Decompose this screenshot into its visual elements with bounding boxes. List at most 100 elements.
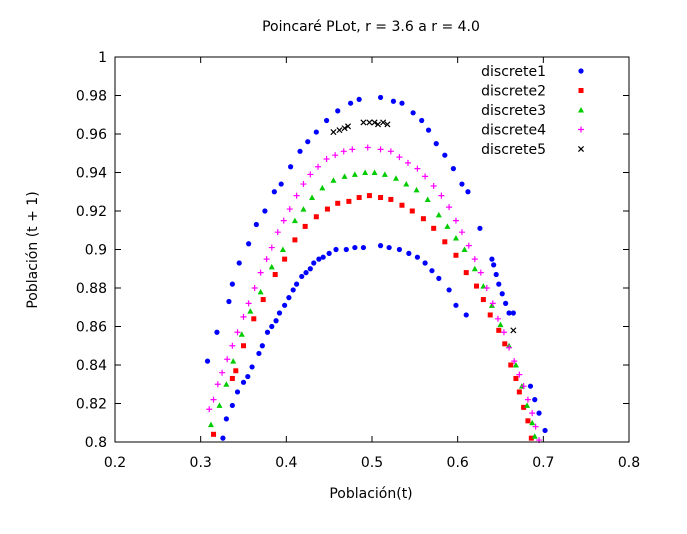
data-point-discrete1 — [450, 166, 456, 172]
data-point-discrete1 — [491, 262, 497, 268]
data-point-discrete1 — [527, 383, 534, 389]
data-point-discrete4 — [532, 423, 539, 430]
data-point-discrete5 — [510, 327, 517, 334]
data-point-discrete3 — [330, 177, 337, 183]
data-point-discrete1 — [410, 110, 416, 116]
data-point-discrete4 — [387, 148, 394, 155]
data-point-discrete2 — [241, 343, 246, 349]
data-point-discrete1 — [276, 310, 283, 316]
data-point-discrete4 — [245, 300, 252, 307]
y-tick-label: 0.94 — [76, 166, 107, 182]
data-point-discrete2 — [399, 202, 405, 208]
legend-label-discrete1: discrete1 — [481, 64, 546, 80]
data-point-discrete1 — [422, 260, 428, 266]
data-point-discrete3 — [230, 358, 237, 364]
data-point-discrete3 — [461, 246, 468, 252]
data-point-discrete5 — [384, 121, 391, 128]
legend-label-discrete2: discrete2 — [481, 84, 546, 100]
data-point-discrete1 — [269, 323, 275, 330]
data-point-discrete2 — [508, 362, 514, 368]
data-point-discrete1 — [303, 270, 309, 276]
legend-marker-discrete4 — [578, 126, 584, 133]
data-point-discrete1 — [246, 241, 252, 247]
data-point-discrete1 — [425, 127, 432, 133]
data-point-discrete2 — [302, 223, 308, 229]
data-point-discrete1 — [273, 318, 279, 324]
data-point-discrete4 — [206, 406, 213, 413]
data-point-discrete3 — [529, 419, 536, 426]
plot-frame — [114, 56, 630, 443]
data-point-discrete1 — [307, 266, 313, 272]
data-point-discrete4 — [529, 410, 536, 417]
y-axis-label: Población (t + 1) — [25, 191, 41, 308]
data-point-discrete2 — [211, 431, 217, 437]
data-point-discrete2 — [378, 195, 384, 201]
data-point-discrete2 — [487, 312, 493, 318]
data-point-discrete3 — [424, 196, 431, 202]
data-point-discrete4 — [430, 182, 437, 189]
data-point-discrete4 — [516, 371, 523, 378]
data-point-discrete1 — [253, 221, 259, 228]
data-point-discrete4 — [524, 396, 531, 403]
y-tick-label: 0.92 — [76, 204, 107, 220]
y-tick-label: 0.9 — [85, 243, 107, 259]
data-point-discrete1 — [290, 287, 296, 293]
data-point-discrete1 — [386, 244, 392, 251]
legend-marker-discrete1 — [578, 68, 584, 74]
data-point-discrete2 — [474, 283, 480, 289]
y-tick-label: 0.84 — [76, 358, 107, 374]
data-point-discrete2 — [521, 404, 527, 410]
data-point-discrete4 — [349, 146, 356, 153]
data-point-discrete1 — [311, 260, 317, 266]
data-point-discrete2 — [346, 198, 352, 204]
data-point-discrete1 — [493, 271, 499, 278]
data-point-discrete1 — [229, 402, 235, 409]
legend-marker-discrete3 — [578, 107, 584, 113]
data-point-discrete1 — [459, 181, 465, 187]
data-point-discrete1 — [542, 427, 548, 434]
data-point-discrete3 — [444, 223, 451, 229]
data-point-discrete1 — [294, 281, 300, 287]
data-point-discrete5 — [330, 129, 337, 136]
legend-label-discrete5: discrete5 — [481, 142, 546, 158]
data-point-discrete1 — [377, 243, 384, 249]
data-point-discrete4 — [422, 173, 429, 180]
data-point-discrete4 — [489, 300, 496, 307]
data-point-discrete2 — [313, 214, 319, 220]
data-point-discrete4 — [224, 356, 231, 363]
chart-title: Poincaré PLot, r = 3.6 a r = 4.0 — [262, 19, 480, 35]
data-point-discrete2 — [528, 435, 534, 441]
x-tick-label: 0.7 — [532, 455, 554, 471]
data-point-discrete4 — [332, 152, 339, 159]
y-tick-label: 0.82 — [76, 397, 107, 413]
data-point-discrete4 — [293, 192, 300, 199]
data-point-discrete1 — [245, 373, 251, 380]
data-point-discrete1 — [240, 379, 247, 385]
data-point-discrete1 — [506, 310, 512, 316]
data-point-discrete4 — [477, 269, 484, 276]
data-point-discrete3 — [268, 263, 275, 270]
data-point-discrete1 — [433, 141, 439, 147]
data-point-discrete1 — [316, 256, 322, 262]
data-point-discrete3 — [207, 421, 214, 428]
data-point-discrete1 — [313, 129, 319, 135]
x-tick-label: 0.3 — [190, 455, 212, 471]
data-point-discrete1 — [477, 225, 483, 231]
data-point-discrete2 — [513, 375, 519, 381]
data-point-discrete4 — [219, 369, 226, 376]
data-point-discrete4 — [494, 315, 501, 322]
data-point-discrete4 — [286, 206, 293, 213]
data-point-discrete4 — [500, 329, 507, 336]
data-point-discrete2 — [260, 297, 266, 303]
y-tick-label: 0.8 — [85, 435, 107, 451]
legend-label-discrete4: discrete4 — [481, 123, 546, 139]
data-point-discrete5 — [374, 121, 382, 128]
data-point-discrete3 — [362, 169, 369, 175]
data-point-discrete1 — [343, 246, 349, 253]
data-point-discrete1 — [496, 281, 502, 287]
data-point-discrete1 — [223, 416, 229, 422]
data-point-discrete4 — [377, 146, 384, 153]
data-point-discrete1 — [286, 295, 292, 301]
data-point-discrete4 — [414, 165, 421, 172]
